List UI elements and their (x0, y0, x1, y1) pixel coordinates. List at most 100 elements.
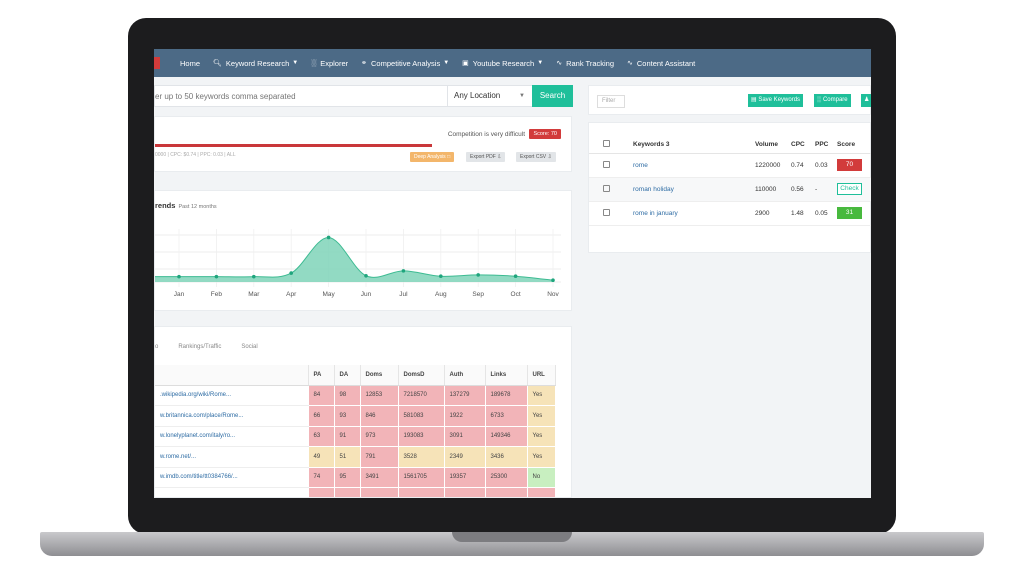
nav-youtube-research[interactable]: ▣ Youtube Research ▼ (462, 59, 543, 68)
serp-metric-cell: 49 (308, 446, 335, 468)
export-csv-button[interactable]: Export CSV ⇩ (516, 152, 556, 162)
serp-table-header: PA DA Doms DomsD Auth Links URL (155, 365, 556, 386)
trend-point[interactable] (439, 274, 443, 279)
serp-metric-cell: No (527, 467, 556, 488)
trend-point[interactable] (177, 274, 181, 279)
location-select[interactable]: Any Location ▼ (447, 86, 531, 106)
nav-rank-tracking[interactable]: ∿ Rank Tracking (556, 59, 614, 68)
save-keywords-button[interactable]: ▤ Save Keywords (748, 94, 804, 107)
serp-col-header: Auth (444, 365, 486, 386)
serp-metric-cell: 2349 (444, 446, 486, 468)
serp-url-link[interactable]: w.britannica.com/place/Rome... (155, 405, 309, 427)
serp-metric-cell: 6733 (485, 405, 528, 427)
bar-chart-icon: ░ (311, 59, 317, 67)
trends-chart: Jan Feb Mar Apr May Jun Jul Aug Sep Oct Nov (155, 229, 561, 298)
trend-point[interactable] (326, 235, 331, 240)
export-pdf-label: Export PDF (470, 154, 496, 160)
x-tick-label: Nov (547, 291, 559, 298)
serp-metric-cell (334, 487, 361, 497)
select-all-header (589, 137, 633, 154)
trend-point[interactable] (476, 273, 481, 277)
user-button[interactable]: ♟ (861, 94, 871, 107)
trend-point[interactable] (364, 273, 368, 278)
trend-point[interactable] (551, 278, 555, 283)
app-screen: Home 🔍︎ Keyword Research ▼ ░ Explorer ⚭ Comp… (154, 49, 871, 498)
caret-down-icon: ▼ (292, 60, 299, 66)
export-csv-label: Export CSV (520, 154, 547, 160)
trend-point[interactable] (289, 271, 293, 275)
keyword-checkbox[interactable] (603, 208, 610, 216)
search-button[interactable]: Search (532, 85, 573, 107)
filter-input[interactable]: Filter (597, 95, 625, 108)
serp-metric-cell: 84 (308, 385, 335, 406)
trends-card: rends Past 12 months Jan Feb Mar Apr May Jun Ju… (154, 190, 572, 311)
compare-button[interactable]: ░ Compare (814, 94, 851, 107)
keywords-card: Keywords 3 Volume CPC PPC Score rome 1220… (588, 122, 871, 253)
keyword-ppc-cell: - (815, 177, 837, 202)
serp-metric-cell: 973 (360, 426, 399, 447)
nav-home[interactable]: Home (180, 59, 200, 68)
caret-down-icon: ▼ (537, 60, 544, 66)
serp-metric-cell: 63 (308, 426, 335, 447)
check-score-button[interactable]: Check (837, 183, 862, 195)
serp-url-link[interactable] (155, 487, 309, 497)
keyword-link[interactable]: rome in january (633, 209, 678, 217)
deep-analysis-button[interactable]: Deep Analysis □ (410, 152, 455, 162)
serp-url-link[interactable]: .wikipedia.org/wiki/Rome... (155, 385, 309, 406)
trend-area (155, 237, 553, 282)
serp-metric-cell: 3436 (485, 446, 528, 468)
serp-metric-cell: 74 (308, 467, 335, 488)
keyword-score-cell: 31 (837, 201, 871, 226)
save-keywords-label: Save Keywords (758, 97, 801, 103)
keyword-link[interactable]: roman holiday (633, 185, 674, 193)
volume-header: Volume (755, 137, 791, 154)
serp-url-link[interactable]: w.lonelyplanet.com/italy/ro... (155, 426, 309, 447)
serp-url-link[interactable]: w.rome.net/... (155, 446, 309, 468)
nav-explorer[interactable]: ░ Explorer (311, 59, 348, 68)
keyword-search-input[interactable] (155, 86, 445, 106)
trend-point[interactable] (214, 274, 219, 279)
download-icon: ⇩ (497, 154, 502, 160)
select-all-checkbox[interactable] (603, 140, 610, 148)
x-tick-label: Oct (511, 291, 521, 298)
ppc-header: PPC (815, 137, 837, 154)
serp-row-partial (155, 487, 556, 497)
serp-metric-cell: 93 (334, 405, 361, 427)
tab-rankings-traffic[interactable]: Rankings/Traffic (178, 344, 222, 350)
serp-col-header (155, 365, 309, 386)
serp-col-header: URL (527, 365, 556, 386)
trend-point[interactable] (513, 274, 518, 279)
nav-competitive-analysis[interactable]: ⚭ Competitive Analysis ▼ (361, 59, 449, 68)
caret-down-icon: ▼ (443, 60, 450, 66)
search-icon: 🔍︎ (213, 60, 222, 67)
keyword-checkbox[interactable] (603, 184, 610, 192)
serp-metric-cell: 149346 (485, 426, 528, 447)
nav-keyword-research[interactable]: 🔍︎ Keyword Research ▼ (213, 59, 298, 68)
external-link-icon: □ (447, 154, 451, 160)
serp-row: w.britannica.com/place/Rome... 66 93 846 581… (155, 405, 556, 427)
serp-url-link[interactable]: w.imdb.com/title/tt0384766/... (155, 467, 309, 488)
tab-overview[interactable]: o (155, 344, 159, 350)
logo[interactable] (154, 57, 160, 69)
serp-metric-cell: 137279 (444, 385, 486, 406)
serp-metric-cell: 3091 (444, 426, 486, 447)
keyword-cell: roman holiday (633, 177, 755, 202)
keyword-row: rome 1220000 0.74 0.03 70 (589, 153, 871, 178)
serp-metric-cell: Yes (527, 385, 556, 406)
keyword-link[interactable]: rome (633, 161, 648, 169)
nav-content-assistant[interactable]: ∿ Content Assistant (627, 59, 695, 68)
export-pdf-button[interactable]: Export PDF ⇩ (466, 152, 506, 162)
keyword-checkbox[interactable] (603, 160, 610, 168)
nav-content-assistant-label: Content Assistant (636, 58, 696, 68)
trend-point[interactable] (252, 274, 256, 279)
keyword-toolbar: Filter ▤ Save Keywords ░ Compare ♟ (588, 85, 871, 115)
serp-metric-cell: 3491 (360, 467, 399, 488)
tab-social[interactable]: Social (241, 344, 258, 350)
serp-metric-cell: Yes (527, 426, 556, 447)
keywords-table-body: rome 1220000 0.74 0.03 70 roman holiday 110000… (589, 153, 871, 226)
keyword-row: rome in january 2900 1.48 0.05 31 (589, 201, 871, 226)
serp-col-header: Links (485, 365, 528, 386)
x-tick-label: Jul (399, 291, 408, 298)
trend-point[interactable] (401, 269, 406, 273)
serp-col-header: DomsD (398, 365, 445, 386)
